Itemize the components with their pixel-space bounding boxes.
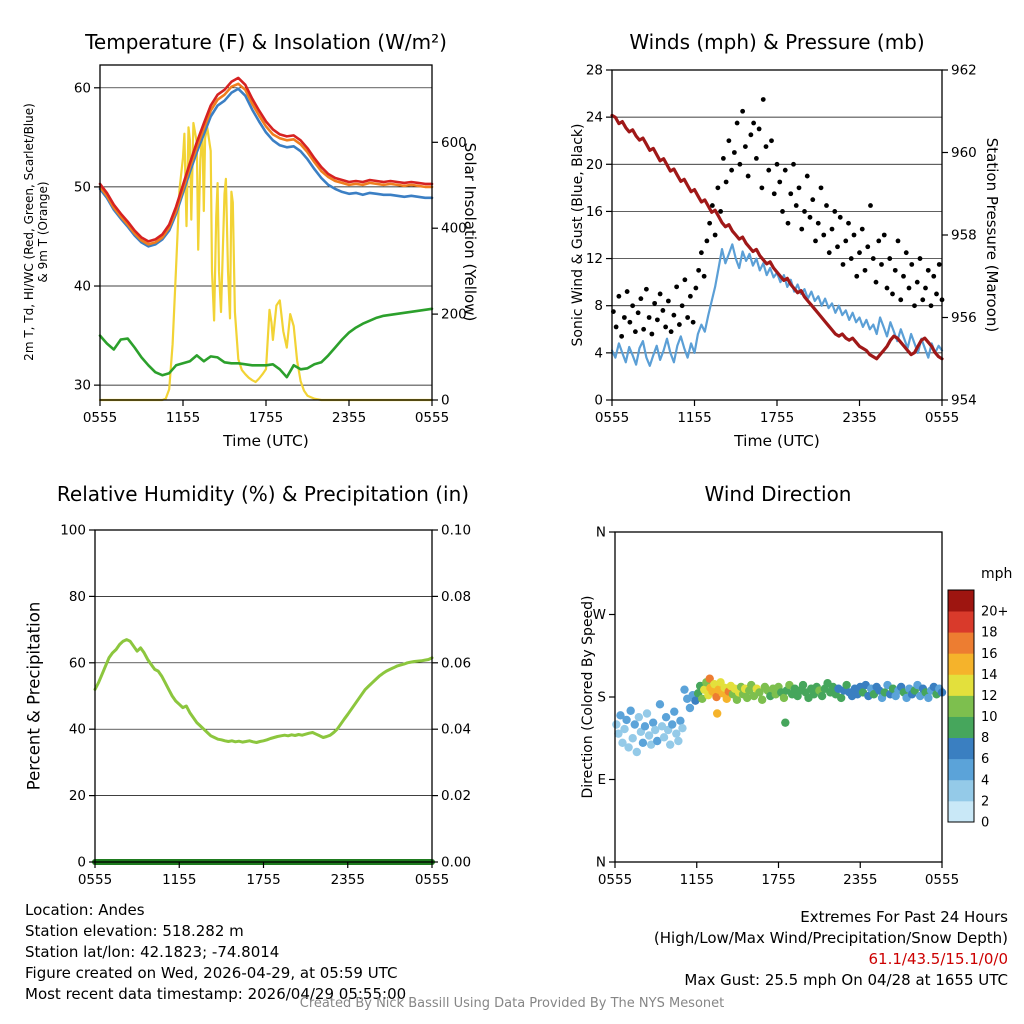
svg-text:16: 16 bbox=[981, 647, 998, 662]
svg-text:E: E bbox=[597, 772, 606, 788]
svg-text:0.02: 0.02 bbox=[441, 788, 471, 804]
svg-text:0.04: 0.04 bbox=[441, 722, 471, 738]
svg-text:0555: 0555 bbox=[83, 410, 117, 426]
svg-text:956: 956 bbox=[951, 310, 977, 326]
svg-text:6: 6 bbox=[981, 752, 989, 767]
svg-text:60: 60 bbox=[69, 655, 86, 671]
svg-text:100: 100 bbox=[60, 523, 86, 539]
humidity-yaxis-left-label: Percent & Precipitation bbox=[24, 601, 44, 791]
svg-text:40: 40 bbox=[69, 722, 86, 738]
svg-text:4: 4 bbox=[981, 773, 989, 788]
svg-text:0555: 0555 bbox=[598, 872, 632, 888]
svg-text:50: 50 bbox=[74, 179, 91, 195]
svg-text:0555: 0555 bbox=[415, 872, 449, 888]
wind-direction-chart-title: Wind Direction bbox=[704, 482, 852, 506]
max-gust-line: Max Gust: 25.5 mph On 04/28 at 1655 UTC bbox=[684, 971, 1008, 989]
svg-text:20+: 20+ bbox=[981, 605, 1008, 620]
svg-text:2: 2 bbox=[981, 794, 989, 809]
svg-text:1155: 1155 bbox=[677, 410, 711, 426]
svg-text:1755: 1755 bbox=[761, 872, 795, 888]
svg-text:W: W bbox=[593, 607, 606, 623]
svg-text:mph: mph bbox=[981, 566, 1012, 582]
svg-text:2355: 2355 bbox=[331, 872, 365, 888]
svg-text:0: 0 bbox=[441, 393, 450, 409]
svg-text:0: 0 bbox=[981, 816, 989, 831]
extremes-values: 61.1/43.5/15.1/0/0 bbox=[868, 950, 1009, 968]
temperature-yaxis-left-label: 2m T, Td, HI/WC (Red, Green, Scarlet/Blu… bbox=[22, 103, 50, 361]
svg-text:20: 20 bbox=[586, 157, 603, 173]
temperature-xaxis-label: Time (UTC) bbox=[223, 432, 309, 450]
svg-text:18: 18 bbox=[981, 626, 998, 641]
svg-text:1755: 1755 bbox=[760, 410, 794, 426]
svg-text:200: 200 bbox=[441, 307, 467, 323]
direction-yaxis-left-label: Direction (Colored By Speed) bbox=[580, 595, 596, 799]
svg-text:10: 10 bbox=[981, 710, 998, 725]
svg-text:12: 12 bbox=[981, 689, 998, 704]
svg-text:960: 960 bbox=[951, 145, 977, 161]
svg-text:400: 400 bbox=[441, 221, 467, 237]
svg-text:N: N bbox=[596, 855, 606, 871]
svg-text:0: 0 bbox=[594, 393, 603, 409]
extremes-title: Extremes For Past 24 Hours bbox=[800, 908, 1008, 926]
station-latlon: Station lat/lon: 42.1823; -74.8014 bbox=[25, 943, 280, 961]
svg-text:60: 60 bbox=[74, 80, 91, 96]
svg-text:40: 40 bbox=[74, 279, 91, 295]
insolation-yaxis-right-label: Solar Insolation (Yellow) bbox=[461, 142, 479, 322]
svg-text:8: 8 bbox=[594, 298, 603, 314]
winds-xaxis-label: Time (UTC) bbox=[734, 432, 820, 450]
svg-text:30: 30 bbox=[74, 378, 91, 394]
svg-text:962: 962 bbox=[951, 63, 977, 79]
svg-text:0555: 0555 bbox=[415, 410, 449, 426]
station-location: Location: Andes bbox=[25, 901, 145, 919]
svg-text:600: 600 bbox=[441, 135, 467, 151]
svg-text:1155: 1155 bbox=[162, 872, 196, 888]
svg-text:16: 16 bbox=[586, 204, 603, 220]
svg-text:2355: 2355 bbox=[842, 410, 876, 426]
svg-text:12: 12 bbox=[586, 251, 603, 267]
credit-line: Created By Nick Bassill Using Data Provi… bbox=[299, 996, 725, 1011]
svg-text:1155: 1155 bbox=[166, 410, 200, 426]
svg-text:958: 958 bbox=[951, 228, 977, 244]
svg-text:2355: 2355 bbox=[332, 410, 366, 426]
wind-yaxis-left-label: Sonic Wind & Gust (Blue, Black) bbox=[570, 123, 586, 347]
humidity-precip-chart-title: Relative Humidity (%) & Precipitation (i… bbox=[56, 482, 470, 506]
svg-text:24: 24 bbox=[586, 110, 603, 126]
recent-data-timestamp: Most recent data timestamp: 2026/04/29 0… bbox=[25, 985, 407, 1003]
temperature-chart-title: Temperature (F) & Insolation (W/m²) bbox=[85, 30, 447, 54]
svg-text:1755: 1755 bbox=[246, 872, 280, 888]
temperature-yaxis-left-label-line1: 2m T, Td, HI/WC (Red, Green, Scarlet/Blu… bbox=[22, 103, 36, 361]
svg-text:0555: 0555 bbox=[78, 872, 112, 888]
extremes-subtitle: (High/Low/Max Wind/Precipitation/Snow De… bbox=[653, 929, 1008, 947]
figure-created-timestamp: Figure created on Wed, 2026-04-29, at 05… bbox=[25, 964, 398, 982]
svg-text:0.00: 0.00 bbox=[441, 855, 471, 871]
pressure-yaxis-right-label: Station Pressure (Maroon) bbox=[983, 137, 1001, 333]
svg-text:0.06: 0.06 bbox=[441, 655, 471, 671]
svg-text:0555: 0555 bbox=[925, 410, 959, 426]
svg-text:14: 14 bbox=[981, 668, 998, 683]
svg-text:S: S bbox=[597, 690, 606, 706]
svg-text:N: N bbox=[596, 525, 606, 541]
svg-text:0555: 0555 bbox=[925, 872, 959, 888]
svg-text:8: 8 bbox=[981, 731, 989, 746]
svg-text:1155: 1155 bbox=[680, 872, 714, 888]
svg-text:0555: 0555 bbox=[595, 410, 629, 426]
svg-text:20: 20 bbox=[69, 788, 86, 804]
svg-text:1755: 1755 bbox=[249, 410, 283, 426]
svg-text:28: 28 bbox=[586, 63, 603, 79]
svg-text:0.08: 0.08 bbox=[441, 589, 471, 605]
svg-text:80: 80 bbox=[69, 589, 86, 605]
station-elevation: Station elevation: 518.282 m bbox=[25, 922, 244, 940]
svg-text:0.10: 0.10 bbox=[441, 523, 471, 539]
svg-text:0: 0 bbox=[77, 855, 86, 871]
temperature-yaxis-left-label-line2: & 9m T (Orange) bbox=[36, 181, 50, 283]
svg-text:4: 4 bbox=[594, 345, 603, 361]
svg-text:2355: 2355 bbox=[843, 872, 877, 888]
svg-text:954: 954 bbox=[951, 393, 977, 409]
winds-pressure-chart-title: Winds (mph) & Pressure (mb) bbox=[629, 30, 925, 54]
